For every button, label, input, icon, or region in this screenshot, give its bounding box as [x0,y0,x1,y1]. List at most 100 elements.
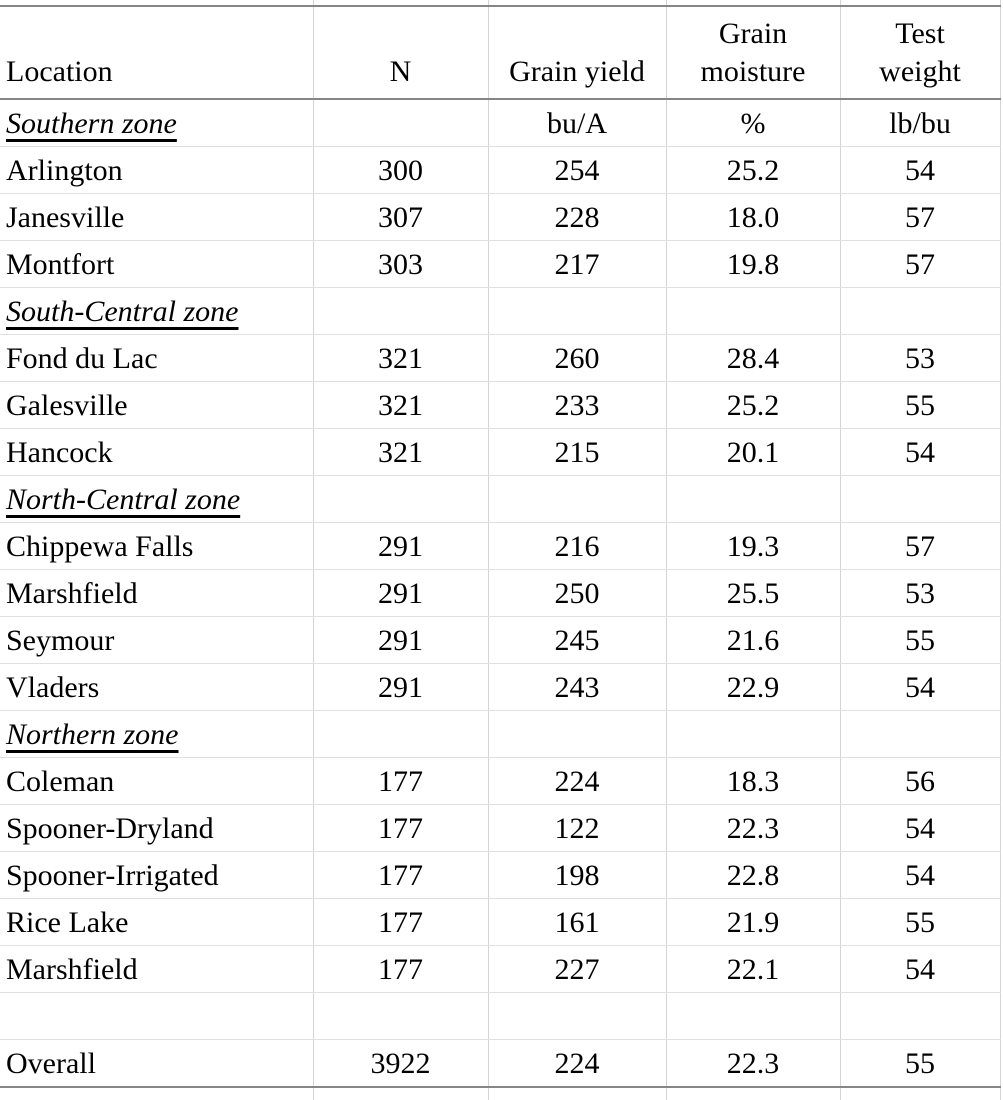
cell-n [312,992,488,1040]
cell-yield [487,475,666,523]
cell-location: Spooner-Irrigated [0,851,313,899]
cell-moisture: 19.3 [665,522,840,570]
column-header-grain-moisture: Grain moisture [665,6,840,100]
cell-location: Northern zone [0,710,313,758]
column-header-test-weight: Test weight [839,6,1001,100]
cell-yield: 254 [487,146,666,194]
cell-moisture: 28.4 [665,334,840,382]
zone-row: Northern zone [0,710,1001,758]
spacer-cell [0,1087,313,1100]
cell-location: Arlington [0,146,313,194]
cell-moisture: 21.9 [665,898,840,946]
cell-yield: 198 [487,851,666,899]
cell-moisture: 22.8 [665,851,840,899]
cell-moisture: 18.3 [665,757,840,805]
cell-moisture: 22.3 [665,1039,840,1088]
cell-location: Fond du Lac [0,334,313,382]
cell-location: Spooner-Dryland [0,804,313,852]
cell-n: 321 [312,428,488,476]
cell-location: Galesville [0,381,313,429]
cell-weight: 54 [839,146,1001,194]
cell-moisture [665,992,840,1040]
cell-weight: 54 [839,945,1001,993]
cell-yield: 243 [487,663,666,711]
spacer-cell [839,1087,1001,1100]
cell-yield: 216 [487,522,666,570]
cell-weight: 54 [839,428,1001,476]
overall-row: Overall 3922 224 22.3 55 [0,1039,1001,1088]
cell-location: Chippewa Falls [0,522,313,570]
header-label-line1: Test [895,17,945,50]
cell-weight: 56 [839,757,1001,805]
cell-location: South-Central zone [0,287,313,335]
blank-row [0,992,1001,1040]
cell-location: North-Central zone [0,475,313,523]
cell-location: Southern zone [0,99,313,147]
header-label: Grain yield [509,55,645,88]
cell-n: 177 [312,804,488,852]
cell-yield: 217 [487,240,666,288]
cell-weight: 53 [839,334,1001,382]
cell-weight: 55 [839,898,1001,946]
cell-yield: 228 [487,193,666,241]
zone-label: South-Central zone [6,295,239,329]
cell-moisture [665,710,840,758]
table-row: Coleman 177 224 18.3 56 [0,757,1001,805]
header-label-line2: moisture [700,55,806,88]
table-row: Arlington 300 254 25.2 54 [0,146,1001,194]
zone-row: North-Central zone [0,475,1001,523]
cell-n [312,287,488,335]
spacer-cell [0,0,313,7]
column-header-n: N [312,6,488,100]
table-row: Montfort 303 217 19.8 57 [0,240,1001,288]
cell-weight: 55 [839,616,1001,664]
cell-moisture: 25.2 [665,381,840,429]
table-row: Spooner-Irrigated 177 198 22.8 54 [0,851,1001,899]
cell-weight: 54 [839,804,1001,852]
cell-moisture: 20.1 [665,428,840,476]
table-row: Rice Lake 177 161 21.9 55 [0,898,1001,946]
cell-location: Coleman [0,757,313,805]
cell-location: Janesville [0,193,313,241]
cell-weight [839,475,1001,523]
cell-weight: 55 [839,1039,1001,1088]
cell-n: 303 [312,240,488,288]
spacer-cell [665,0,840,7]
header-label-line2: weight [879,55,961,88]
spacer-cell [839,0,1001,7]
table-row: Fond du Lac 321 260 28.4 53 [0,334,1001,382]
cell-yield: 224 [487,1039,666,1088]
zone-row: South-Central zone [0,287,1001,335]
cell-n: 321 [312,334,488,382]
cell-weight [839,992,1001,1040]
cell-location: Marshfield [0,945,313,993]
cell-n: 177 [312,757,488,805]
cell-yield [487,710,666,758]
cell-yield: bu/A [487,99,666,147]
zone-label: Northern zone [6,718,179,752]
spacer-cell [312,1087,488,1100]
cell-location: Rice Lake [0,898,313,946]
cell-n: 321 [312,381,488,429]
column-header-grain-yield: Grain yield [487,6,666,100]
cell-n: 291 [312,569,488,617]
cell-yield: 250 [487,569,666,617]
spacer-cell [487,1087,666,1100]
cell-n: 291 [312,616,488,664]
cell-n: 291 [312,663,488,711]
cell-n: 291 [312,522,488,570]
cell-weight: 57 [839,193,1001,241]
cell-n: 307 [312,193,488,241]
cell-weight: 54 [839,851,1001,899]
cell-yield: 227 [487,945,666,993]
table-row: Hancock 321 215 20.1 54 [0,428,1001,476]
top-partial-row [0,0,1001,7]
cell-yield: 215 [487,428,666,476]
cell-location: Marshfield [0,569,313,617]
cell-n [312,99,488,147]
header-label: Location [6,55,113,88]
cell-weight: 57 [839,240,1001,288]
cell-n: 3922 [312,1039,488,1088]
cell-n: 300 [312,146,488,194]
